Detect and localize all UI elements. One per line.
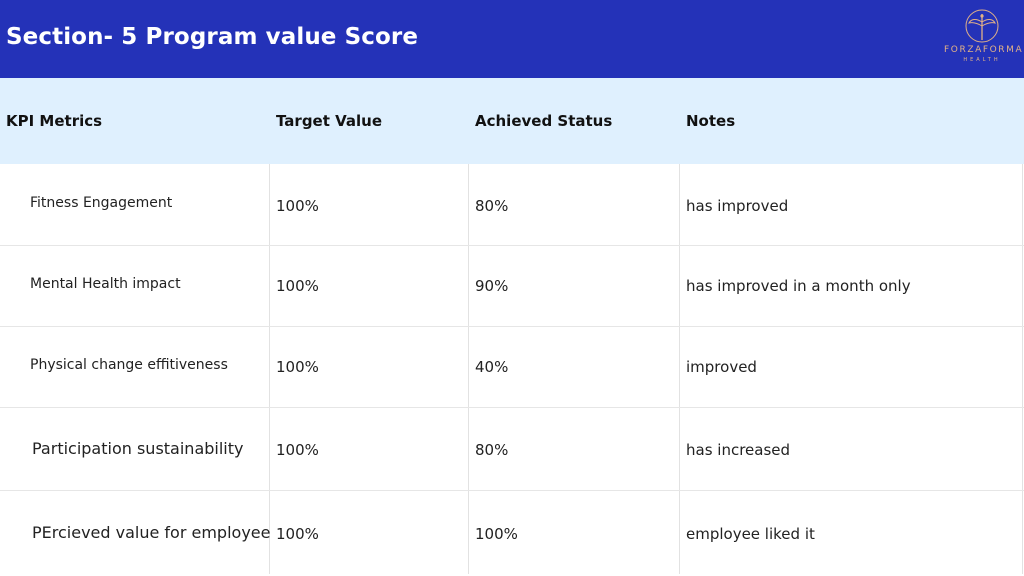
metric-cell: Physical change effitiveness xyxy=(30,357,228,373)
notes-cell: has increased xyxy=(686,441,791,459)
column-header-achieved-status: Achieved Status xyxy=(475,112,613,130)
target-cell: 100% xyxy=(276,525,319,543)
row-divider xyxy=(0,407,1024,408)
achieved-cell: 90% xyxy=(475,277,509,295)
logo-subtitle: HEALTH xyxy=(963,57,1001,63)
row-divider xyxy=(0,490,1024,491)
column-divider xyxy=(1022,164,1023,574)
notes-cell: has improved xyxy=(686,197,789,215)
target-cell: 100% xyxy=(276,277,319,295)
metric-cell: Participation sustainability xyxy=(32,438,244,458)
column-divider xyxy=(468,164,469,574)
notes-cell: improved xyxy=(686,358,757,376)
metric-cell: Fitness Engagement xyxy=(30,195,173,211)
target-cell: 100% xyxy=(276,197,319,215)
row-divider xyxy=(0,326,1024,327)
achieved-cell: 80% xyxy=(475,197,509,215)
metric-cell: Mental Health impact xyxy=(30,276,181,292)
column-header-notes: Notes xyxy=(686,112,736,130)
column-header-kpi-metrics: KPI Metrics xyxy=(6,112,103,130)
kpi-table: KPI Metrics Target Value Achieved Status… xyxy=(0,78,1024,574)
logo-emblem-icon xyxy=(965,9,999,43)
target-cell: 100% xyxy=(276,358,319,376)
column-divider xyxy=(679,164,680,574)
page-title: Section- 5 Program value Score xyxy=(6,24,419,50)
table-header-row: KPI Metrics Target Value Achieved Status… xyxy=(0,78,1024,164)
row-divider xyxy=(0,245,1024,246)
metric-cell: PErcieved value for employee xyxy=(32,522,271,542)
notes-cell: employee liked it xyxy=(686,525,815,543)
column-header-target-value: Target Value xyxy=(276,112,383,130)
title-banner: Section- 5 Program value Score FORZAFORM… xyxy=(0,0,1024,78)
logo-name: FORZAFORMA xyxy=(944,45,1024,55)
target-cell: 100% xyxy=(276,441,319,459)
notes-cell: has improved in a month only xyxy=(686,277,911,295)
achieved-cell: 80% xyxy=(475,441,509,459)
achieved-cell: 40% xyxy=(475,358,509,376)
achieved-cell: 100% xyxy=(475,525,518,543)
column-divider xyxy=(269,164,270,574)
forzaforma-logo: FORZAFORMA HEALTH xyxy=(944,8,1024,68)
